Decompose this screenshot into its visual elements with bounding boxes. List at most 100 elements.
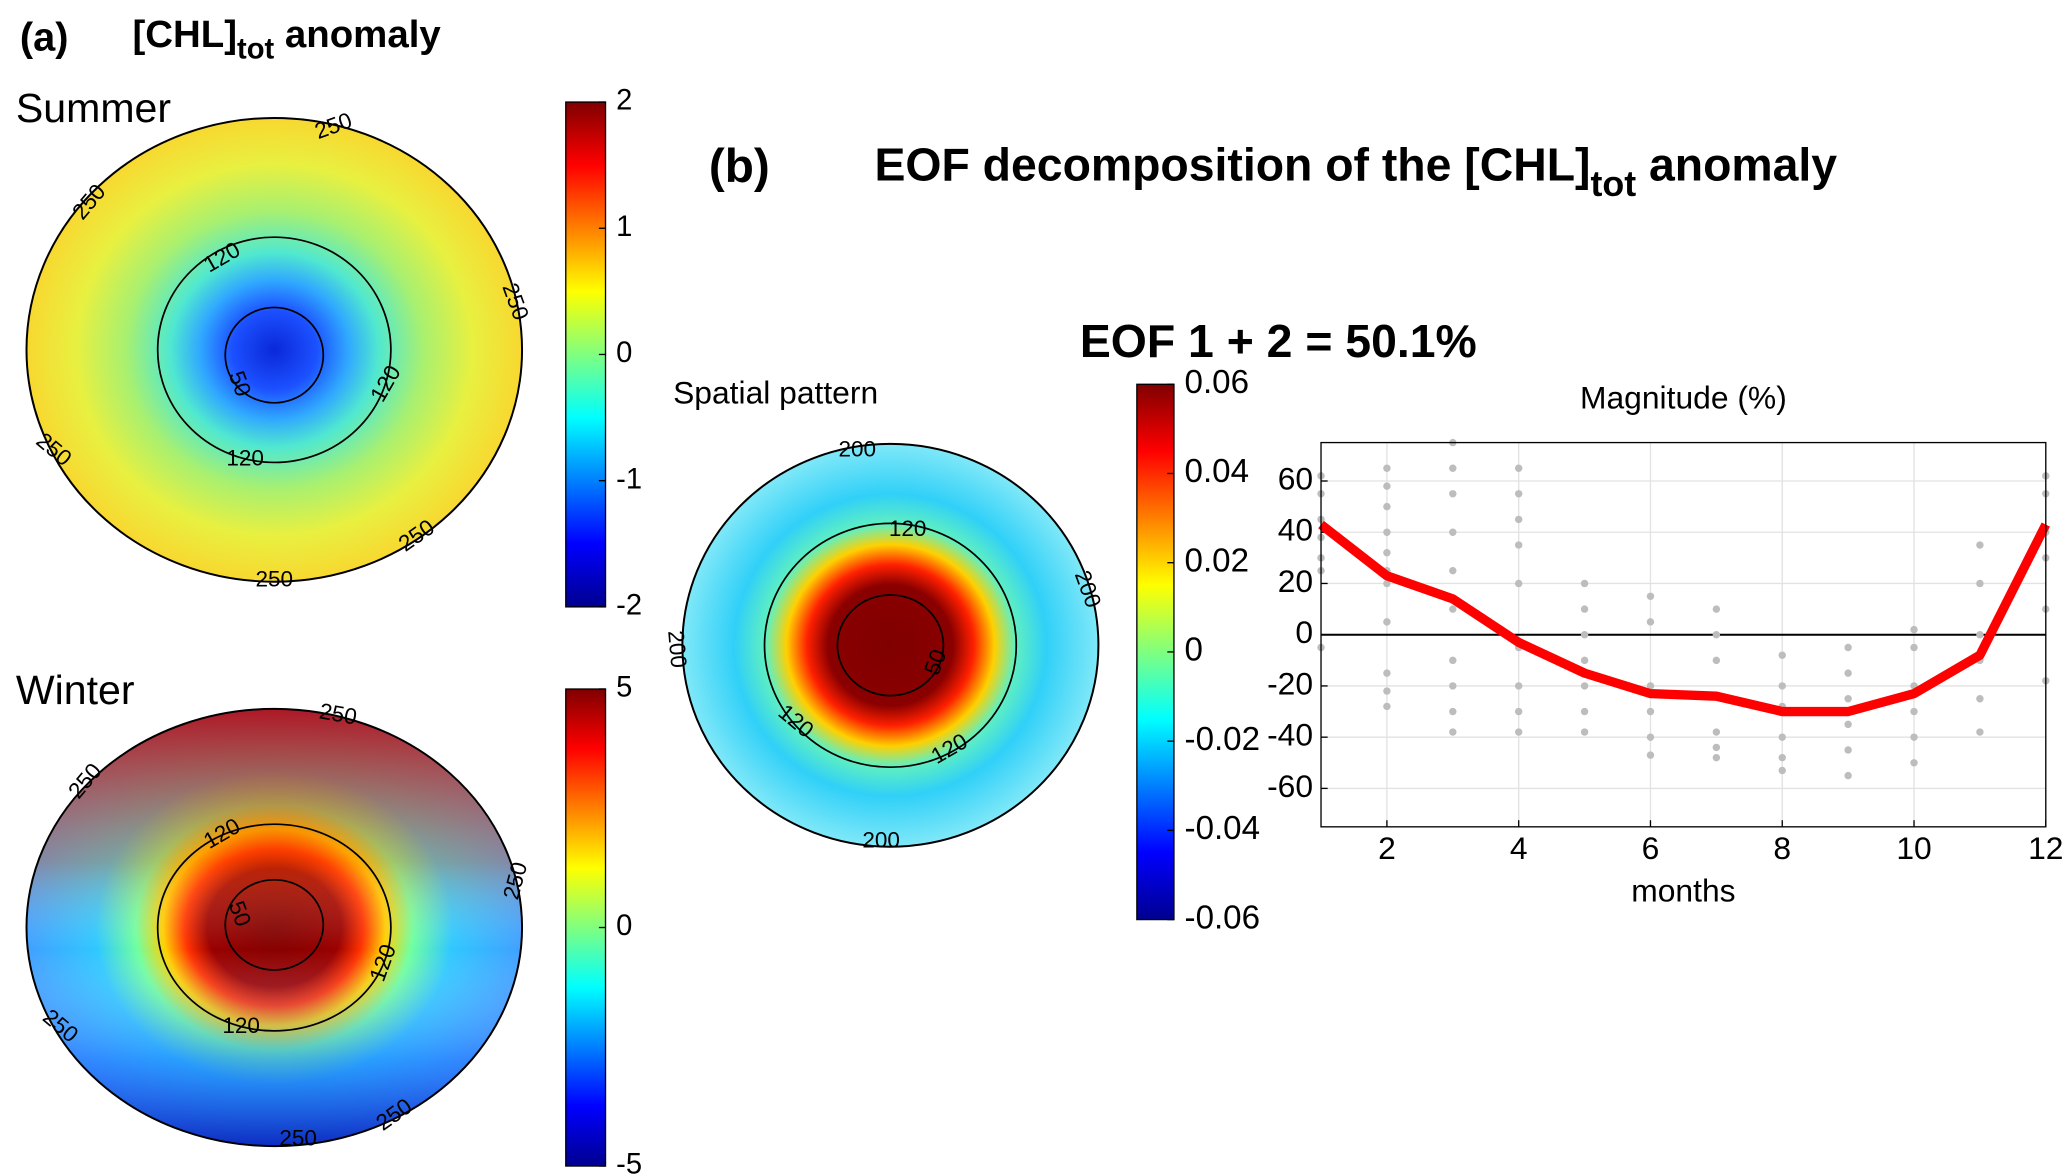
scatter-point <box>1580 605 1589 613</box>
scatter-point <box>1646 682 1655 690</box>
colorbar-tick-label: -1 <box>616 463 642 495</box>
scatter-point <box>1449 528 1457 536</box>
colorbar-tick-label: 1 <box>616 211 632 243</box>
scatter-point <box>1383 549 1391 557</box>
scatter-point <box>1844 669 1852 677</box>
contour-label: 200 <box>663 629 691 669</box>
scatter-point <box>1646 751 1655 759</box>
scatter-point <box>1580 656 1589 665</box>
map-field <box>25 116 524 583</box>
x-tick-label: 10 <box>1896 830 1931 866</box>
x-tick-label: 12 <box>2028 830 2063 866</box>
scatter-point <box>1844 695 1852 703</box>
colorbar-tick-label: -0.02 <box>1185 721 1260 758</box>
scatter-point <box>1449 490 1457 498</box>
map-title: Spatial pattern <box>673 374 878 410</box>
scatter-point <box>1844 720 1852 729</box>
x-tick-label: 2 <box>1378 830 1396 866</box>
scatter-point <box>1383 618 1391 626</box>
contour-label: 250 <box>279 1125 317 1150</box>
contour-label: 120 <box>226 446 264 471</box>
y-tick-label: 40 <box>1278 512 1313 548</box>
scatter-point <box>1580 707 1589 716</box>
contour-label: 120 <box>222 1013 260 1038</box>
colorbar-tick-label: 2 <box>616 85 632 117</box>
contour-label: 200 <box>838 436 876 461</box>
colorbar-tick-label: -2 <box>616 590 642 622</box>
scatter-point <box>1712 743 1721 752</box>
scatter-point <box>1712 728 1721 736</box>
scatter-point <box>1712 630 1721 639</box>
scatter-point <box>1910 707 1918 716</box>
scatter-point <box>1383 528 1391 536</box>
scatter-point <box>1383 702 1391 711</box>
colorbar-tick-label: -5 <box>616 1149 642 1174</box>
contour <box>224 878 325 971</box>
title-part: EOF decomposition of the [CHL] <box>875 139 1591 191</box>
contour <box>156 236 392 464</box>
contour-label: 200 <box>862 827 900 852</box>
title-part: anomaly <box>274 13 441 56</box>
x-tick-label: 8 <box>1773 830 1791 866</box>
map-field <box>25 707 524 1148</box>
scatter-point <box>1976 579 1984 588</box>
scatter-point <box>1778 733 1786 741</box>
scatter-point <box>1514 707 1523 716</box>
scatter-point <box>1910 625 1918 634</box>
colorbar-tick-label: 0 <box>616 337 632 369</box>
panel-label: (a) <box>20 15 69 59</box>
map-title: Summer <box>16 85 171 131</box>
scatter-point <box>1778 651 1786 659</box>
scatter-point <box>1449 605 1457 613</box>
scatter-point <box>1910 759 1918 767</box>
scatter-point <box>1514 579 1523 588</box>
title-part: [CHL] <box>132 13 237 56</box>
scatter-point <box>1778 753 1786 762</box>
series-line <box>1318 520 2050 717</box>
scatter-point <box>1712 605 1721 613</box>
colorbar-tick-label: 5 <box>616 672 632 704</box>
plot-frame <box>1320 441 2047 828</box>
scatter-point <box>1580 682 1589 690</box>
scatter-point <box>1646 707 1655 716</box>
chart-title: Magnitude (%) <box>1580 380 1787 416</box>
panel-title: [CHL]tot anomaly <box>132 13 441 65</box>
map-title: Winter <box>16 667 135 713</box>
map-field <box>681 442 1100 848</box>
colorbar-tick-label: 0.06 <box>1185 364 1249 401</box>
scatter-point <box>1844 746 1852 754</box>
contour <box>156 823 392 1032</box>
scatter-point <box>1449 464 1457 472</box>
scatter-point <box>1778 766 1786 775</box>
scatter-point <box>1383 687 1391 695</box>
scatter-point <box>1383 502 1391 511</box>
panel-label: (b) <box>709 140 770 193</box>
scatter-point <box>1976 728 1984 736</box>
colorbar-tick-label: 0 <box>616 910 632 942</box>
x-axis-label: months <box>1631 872 1735 908</box>
scatter-point <box>1449 728 1457 736</box>
scatter-point <box>1580 630 1589 639</box>
scatter-point <box>1580 728 1589 736</box>
colorbar-tick-label: -0.04 <box>1185 810 1260 847</box>
scatter-point <box>1449 707 1457 716</box>
y-tick-label: -40 <box>1267 717 1313 753</box>
scatter-point <box>1844 771 1852 780</box>
scatter-point <box>1383 669 1391 677</box>
scatter-point <box>1514 515 1523 524</box>
scatter-point <box>1646 618 1655 626</box>
scatter-point <box>1976 541 1984 549</box>
colorbar-tick-label: -0.06 <box>1185 899 1260 936</box>
contour-label: 250 <box>255 566 293 591</box>
scatter-point <box>1976 630 1984 639</box>
title-subscript: tot <box>1590 164 1636 204</box>
scatter-point <box>1514 541 1523 549</box>
contour-label: 120 <box>889 516 927 541</box>
scatter-point <box>1383 464 1391 472</box>
contour <box>224 306 325 404</box>
colorbar-tick-label: 0.02 <box>1185 542 1249 579</box>
scatter-point <box>1514 728 1523 736</box>
scatter-point <box>1646 733 1655 741</box>
